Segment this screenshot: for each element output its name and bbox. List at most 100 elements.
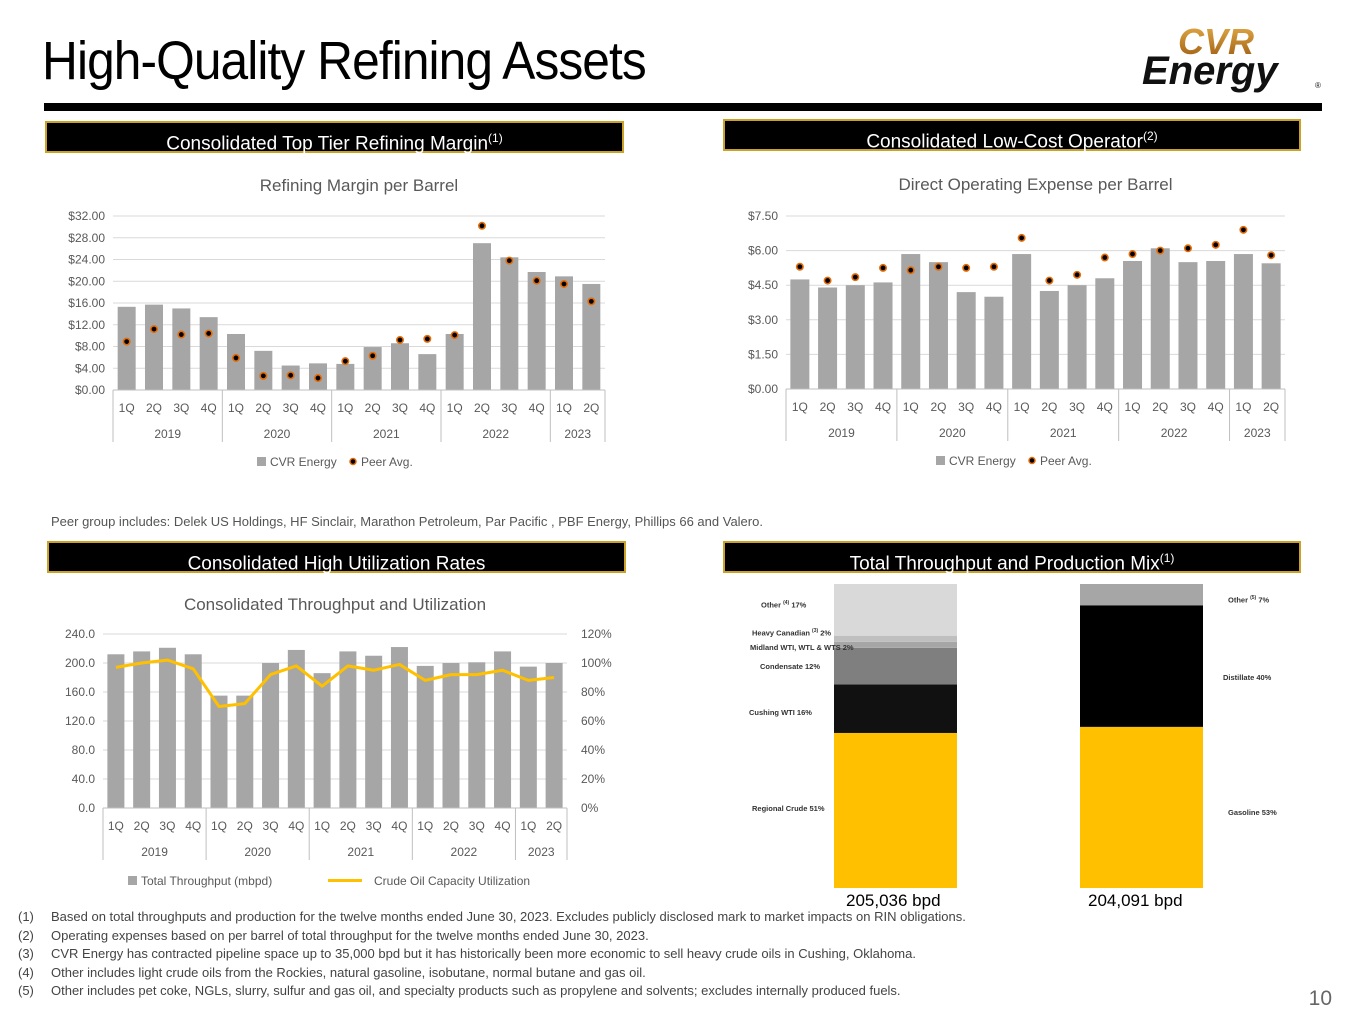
y-tick-label: 120.0 — [65, 714, 95, 728]
footnote: (4) Other includes light crude oils from … — [18, 964, 966, 983]
bar — [117, 306, 136, 390]
x-tick-label: 1Q — [1235, 400, 1251, 414]
x-tick-label: 2Q — [1041, 400, 1057, 414]
stacked-segment — [1080, 726, 1203, 888]
legend-label: Peer Avg. — [361, 455, 413, 469]
y-tick-label: $4.50 — [748, 278, 778, 292]
stacked-segment — [834, 635, 957, 642]
segment-label: Distillate 40% — [1223, 673, 1271, 682]
x-tick-label: 2Q — [340, 819, 356, 833]
x-tick-label: 2Q — [930, 400, 946, 414]
bar — [901, 254, 921, 389]
y-tick-label: $12.00 — [68, 318, 105, 332]
peer-avg-point — [1211, 240, 1220, 249]
segment-label-pct: 17% — [789, 600, 807, 610]
bar — [390, 647, 408, 808]
x-tick-label: 1Q — [314, 819, 330, 833]
panel-header-production-mix: Total Throughput and Production Mix(1) — [723, 541, 1301, 574]
footnote: (3) CVR Energy has contracted pipeline sp… — [18, 945, 966, 964]
year-label: 2022 — [1161, 426, 1188, 440]
y-tick-label: $6.00 — [748, 244, 778, 258]
bar — [158, 647, 176, 808]
x-tick-label: 4Q — [391, 819, 407, 833]
footnote-text: Other includes pet coke, NGLs, slurry, s… — [51, 983, 901, 998]
y-tick-label: 240.0 — [65, 627, 95, 641]
page-number: 10 — [1308, 987, 1332, 1010]
bar — [500, 257, 519, 390]
peer-avg-point — [795, 262, 804, 271]
bar — [1039, 290, 1059, 389]
footnote: (1) Based on total throughputs and produc… — [18, 908, 966, 927]
footnote: (2) Operating expenses based on per barre… — [18, 927, 966, 946]
bar — [545, 663, 563, 808]
year-label: 2019 — [828, 426, 855, 440]
legend-swatch-dot — [1028, 456, 1036, 465]
x-tick-label: 4Q — [1097, 400, 1113, 414]
x-tick-label: 2Q — [546, 819, 562, 833]
bar — [442, 663, 460, 808]
bar — [391, 343, 409, 390]
x-tick-label: 1Q — [337, 401, 353, 415]
panel-header-sup: (1) — [488, 131, 503, 145]
peer-avg-point — [1045, 276, 1054, 285]
stacked-segment — [834, 732, 957, 888]
bar — [1261, 263, 1281, 389]
chart-title: Consolidated Throughput and Utilization — [184, 595, 486, 614]
segment-label-pct: 7% — [1256, 595, 1270, 605]
x-tick-label: 2Q — [146, 401, 162, 415]
segment-label-sup: (4) — [783, 600, 790, 606]
peer-avg-point — [1017, 233, 1026, 242]
peer-avg-point — [341, 357, 350, 366]
peer-avg-point — [1128, 250, 1137, 259]
legend-swatch-bar — [128, 876, 137, 885]
segment-label-text: Regional Crude 51% — [752, 804, 825, 813]
bar — [262, 663, 280, 808]
panel-header-sup: (1) — [1159, 551, 1175, 565]
x-tick-label: 2Q — [134, 819, 150, 833]
x-tick-label: 2Q — [820, 400, 836, 414]
peer-avg-point — [989, 262, 998, 271]
stacked-segment — [1080, 605, 1203, 727]
segment-label: Midland WTI, WTL & WTS 2% — [750, 643, 854, 652]
x-tick-label: 4Q — [1208, 400, 1224, 414]
y-tick-label: $3.00 — [748, 313, 778, 327]
year-label: 2021 — [373, 427, 400, 441]
peer-avg-point — [559, 279, 568, 288]
x-tick-label: 3Q — [847, 400, 863, 414]
operating-expense-chart: Direct Operating Expense per Barrel $0.00… — [748, 175, 1286, 468]
peer-avg-point — [505, 256, 514, 265]
x-tick-label: 2Q — [1152, 400, 1168, 414]
year-label: 2019 — [154, 427, 181, 441]
stacked-segment — [1080, 584, 1203, 606]
peer-avg-point — [395, 335, 404, 344]
x-tick-label: 1Q — [903, 400, 919, 414]
y2-tick-label: 120% — [581, 627, 612, 641]
logo-top-text: CVR — [1178, 22, 1254, 62]
refining-margin-chart: Refining Margin per Barrel $0.00 $4.00 $8.0… — [68, 176, 606, 469]
panel-header-label: Consolidated High Utilization Rates — [187, 553, 486, 575]
x-tick-label: 3Q — [501, 401, 517, 415]
footnote-number: (5) — [18, 983, 34, 998]
peer-avg-point — [1239, 225, 1248, 234]
y-tick-label: $0.00 — [75, 383, 105, 397]
y-tick-label: $0.00 — [748, 382, 778, 396]
x-tick-label: 4Q — [419, 401, 435, 415]
peer-avg-point — [851, 273, 860, 282]
bar — [845, 285, 865, 389]
x-tick-label: 1Q — [1014, 400, 1030, 414]
x-tick-label: 1Q — [228, 401, 244, 415]
x-tick-label: 3Q — [263, 819, 279, 833]
bar — [582, 283, 601, 390]
x-tick-label: 1Q — [108, 819, 124, 833]
bar — [184, 654, 202, 808]
x-tick-label: 1Q — [520, 819, 536, 833]
segment-label-text: Distillate 40% — [1223, 673, 1272, 682]
year-label: 2023 — [1244, 426, 1271, 440]
bar — [199, 317, 218, 390]
footnote-number: (3) — [18, 946, 34, 961]
y-tick-label: $28.00 — [68, 231, 105, 245]
bar — [790, 279, 810, 389]
bar — [363, 347, 382, 390]
segment-label: Other (4) 17% — [761, 600, 806, 610]
bar — [555, 276, 573, 390]
